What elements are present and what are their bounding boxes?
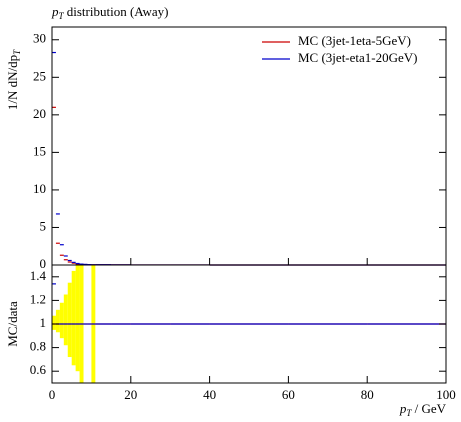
uncertainty-band [55,309,60,333]
x-tick-label: 0 [49,387,56,402]
title-subscript: T [59,11,65,21]
y-tick-label: 0.8 [30,339,46,354]
y-tick-label: 15 [33,143,46,158]
y-axis-label: 1/N dN/dpT [5,49,22,110]
y-tick-label: 1.4 [30,268,47,283]
ratio-y-label: MC/data [5,301,20,347]
chart-title: pT distribution (Away) [51,4,168,21]
x-tick-label: 40 [203,387,216,402]
uncertainty-band [59,302,64,339]
uncertainty-band [75,265,80,372]
xlabel-subscript: T [406,408,412,418]
y-tick-label: 1 [40,315,47,330]
xlabel-text: / GeV [411,401,446,416]
xlabel-symbol: p [399,401,407,416]
y-tick-label: 30 [33,31,46,46]
ylabel-text: 1/N dN/dp [5,55,20,110]
title-symbol: p [51,4,59,19]
title-text: distribution (Away) [64,4,169,19]
plot-layer [52,51,446,383]
y-tick-label: 25 [33,68,46,83]
legend-label: MC (3jet-eta1-20GeV) [298,50,418,65]
y-tick-label: 0.6 [30,362,47,377]
uncertainty-band [52,315,56,330]
x-tick-label: 100 [436,387,456,402]
legend-label: MC (3jet-1eta-5GeV) [298,33,411,48]
y-tick-label: 10 [33,181,46,196]
x-tick-label: 20 [124,387,137,402]
x-tick-label: 80 [361,387,374,402]
x-tick-label: 60 [282,387,295,402]
y-tick-label: 20 [33,106,46,121]
x-axis-label: pT / GeV [399,401,447,418]
y-tick-label: 0 [40,256,47,271]
uncertainty-band [71,270,76,366]
uncertainty-band [67,282,72,358]
y-tick-label: 5 [40,218,47,233]
y-tick-label: 1.2 [30,291,46,306]
uncertainty-band [63,294,68,346]
ylabel-subscript: T [12,49,22,55]
